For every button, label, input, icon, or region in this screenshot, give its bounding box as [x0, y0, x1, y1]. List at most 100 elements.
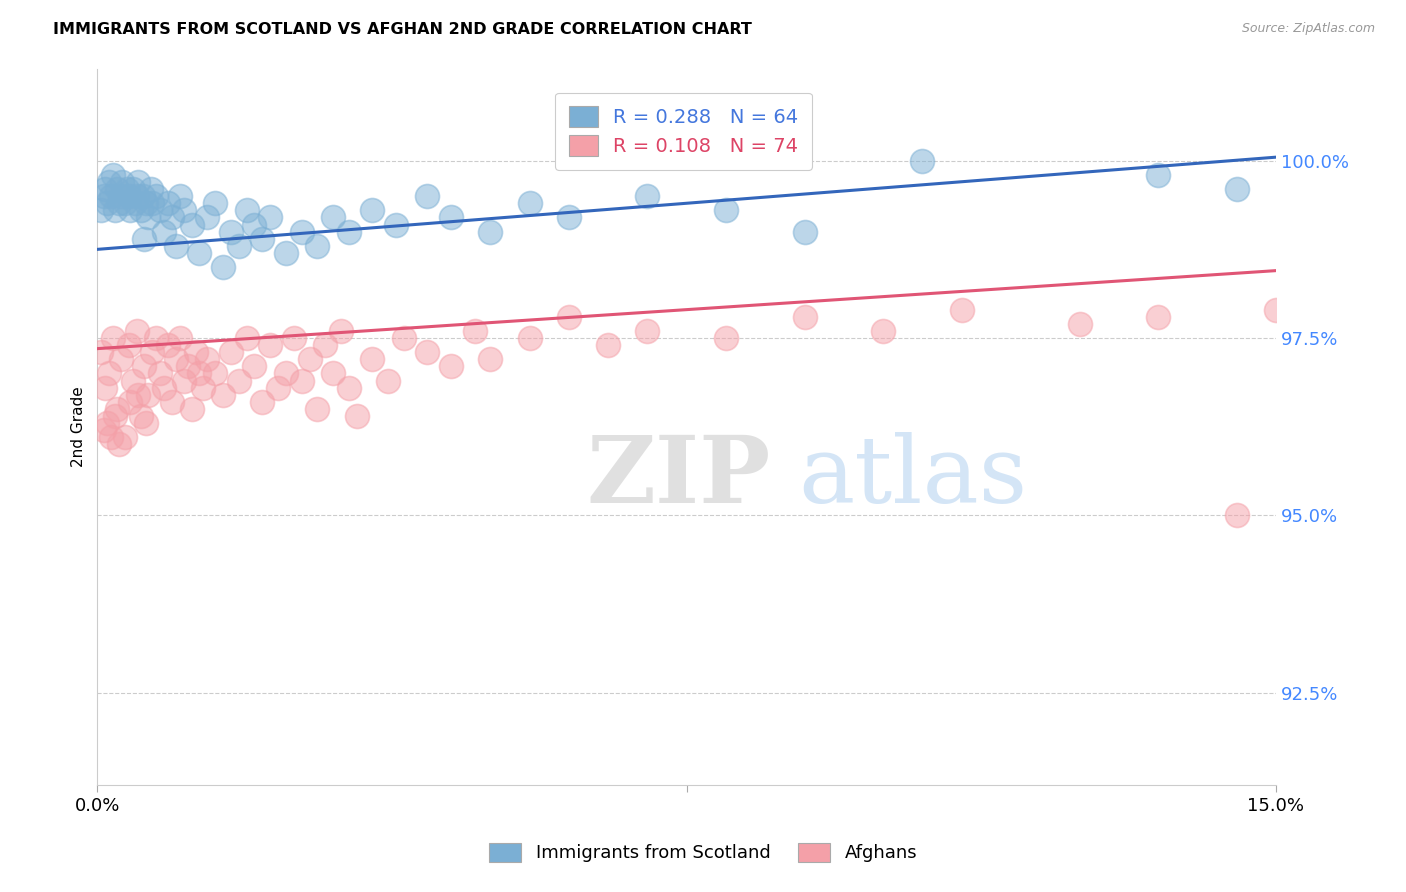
Point: [93, 189, 115, 203]
Point: [188, 367, 211, 381]
Point: [361, 203, 384, 218]
Point: [440, 211, 463, 225]
Point: [558, 211, 581, 225]
Point: [463, 324, 485, 338]
Point: [1147, 310, 1170, 324]
Point: [911, 153, 934, 168]
Point: [195, 352, 218, 367]
Point: [184, 345, 207, 359]
Point: [125, 324, 148, 338]
Legend: Immigrants from Scotland, Afghans: Immigrants from Scotland, Afghans: [482, 836, 924, 870]
Text: IMMIGRANTS FROM SCOTLAND VS AFGHAN 2ND GRADE CORRELATION CHART: IMMIGRANTS FROM SCOTLAND VS AFGHAN 2ND G…: [53, 22, 752, 37]
Point: [101, 331, 124, 345]
Point: [114, 196, 136, 211]
Point: [377, 374, 399, 388]
Point: [636, 189, 658, 203]
Point: [1265, 302, 1288, 317]
Point: [519, 196, 541, 211]
Point: [204, 196, 226, 211]
Point: [139, 182, 162, 196]
Point: [346, 409, 368, 423]
Point: [160, 211, 183, 225]
Point: [274, 246, 297, 260]
Point: [100, 189, 122, 203]
Point: [212, 388, 235, 402]
Point: [1226, 182, 1249, 196]
Point: [169, 331, 191, 345]
Point: [118, 338, 141, 352]
Point: [141, 196, 163, 211]
Y-axis label: 2nd Grade: 2nd Grade: [72, 386, 86, 467]
Point: [108, 196, 131, 211]
Point: [169, 189, 191, 203]
Point: [193, 381, 215, 395]
Point: [259, 211, 281, 225]
Point: [149, 367, 172, 381]
Point: [145, 189, 167, 203]
Point: [120, 203, 142, 218]
Point: [519, 331, 541, 345]
Point: [120, 394, 142, 409]
Point: [228, 239, 250, 253]
Point: [219, 225, 242, 239]
Point: [298, 352, 321, 367]
Point: [259, 338, 281, 352]
Point: [157, 338, 180, 352]
Point: [135, 196, 157, 211]
Point: [322, 367, 344, 381]
Point: [243, 359, 266, 374]
Point: [793, 225, 815, 239]
Point: [337, 225, 360, 239]
Text: ZIP: ZIP: [586, 432, 770, 522]
Point: [94, 182, 117, 196]
Point: [110, 189, 132, 203]
Point: [243, 218, 266, 232]
Point: [165, 352, 187, 367]
Text: Source: ZipAtlas.com: Source: ZipAtlas.com: [1241, 22, 1375, 36]
Point: [135, 416, 157, 430]
Point: [96, 196, 118, 211]
Point: [322, 211, 344, 225]
Point: [416, 345, 439, 359]
Point: [440, 359, 463, 374]
Point: [118, 189, 141, 203]
Point: [160, 394, 183, 409]
Point: [235, 331, 257, 345]
Point: [127, 388, 149, 402]
Point: [114, 430, 136, 444]
Point: [195, 211, 218, 225]
Point: [180, 218, 202, 232]
Point: [1147, 168, 1170, 182]
Point: [98, 175, 121, 189]
Point: [93, 423, 115, 437]
Point: [793, 310, 815, 324]
Point: [153, 225, 176, 239]
Point: [125, 189, 148, 203]
Point: [100, 430, 122, 444]
Point: [129, 409, 152, 423]
Point: [110, 352, 132, 367]
Text: atlas: atlas: [799, 432, 1028, 522]
Point: [307, 401, 329, 416]
Point: [291, 374, 314, 388]
Point: [267, 381, 290, 395]
Point: [274, 367, 297, 381]
Point: [714, 331, 737, 345]
Point: [872, 324, 894, 338]
Point: [291, 225, 314, 239]
Point: [228, 374, 250, 388]
Point: [479, 352, 502, 367]
Point: [90, 203, 112, 218]
Point: [950, 302, 973, 317]
Point: [98, 367, 121, 381]
Point: [636, 324, 658, 338]
Point: [392, 331, 415, 345]
Point: [157, 196, 180, 211]
Point: [108, 437, 131, 451]
Point: [337, 381, 360, 395]
Point: [173, 203, 195, 218]
Point: [104, 409, 127, 423]
Point: [134, 232, 156, 246]
Point: [124, 196, 146, 211]
Point: [416, 189, 439, 203]
